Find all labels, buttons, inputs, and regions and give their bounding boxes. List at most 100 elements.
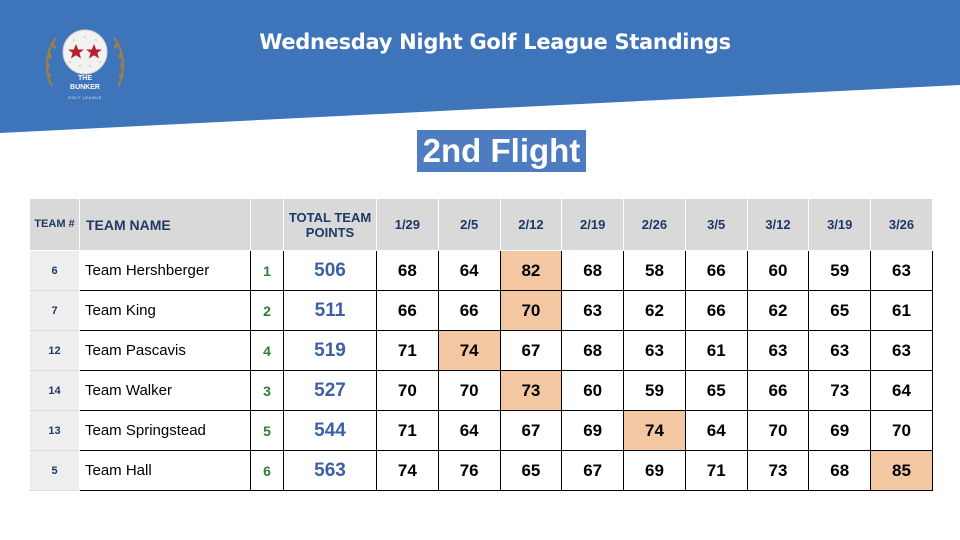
week-score-cell: 69 <box>623 450 686 491</box>
week-score-cell: 74 <box>623 410 686 451</box>
header-banner <box>0 0 960 135</box>
week-score-cell: 71 <box>684 450 748 491</box>
team-number-cell: 6 <box>29 250 80 291</box>
team-name-cell: Team Springstead <box>79 410 251 451</box>
header-week: 2/12 <box>499 198 563 251</box>
golf-ball-icon <box>46 29 124 87</box>
week-score-cell: 63 <box>870 330 933 371</box>
team-name-cell: Team Hall <box>79 450 251 491</box>
week-score-cell: 68 <box>561 250 625 291</box>
page-title: Wednesday Night Golf League Standings <box>259 30 731 54</box>
week-score-cell: 61 <box>870 290 933 331</box>
table-row: 5 Team Hall 6 563 74 76 65 67 69 71 73 68 85 <box>29 450 933 491</box>
week-score-cell: 63 <box>808 330 872 371</box>
team-name-cell: Team Hershberger <box>79 250 251 291</box>
total-points-cell: 511 <box>283 290 377 331</box>
header-rank <box>250 198 284 251</box>
table-row: 7 Team King 2 511 66 66 70 63 62 66 62 65 61 <box>29 290 933 331</box>
table-row: 14 Team Walker 3 527 70 70 73 60 59 65 66 73 64 <box>29 370 933 411</box>
week-score-cell: 71 <box>376 410 439 451</box>
week-score-cell: 65 <box>808 290 872 331</box>
week-score-cell: 63 <box>746 330 810 371</box>
week-score-cell: 66 <box>746 370 810 411</box>
team-number-cell: 7 <box>29 290 80 331</box>
week-score-cell: 60 <box>561 370 625 411</box>
rank-cell: 6 <box>250 450 284 491</box>
week-score-cell: 63 <box>561 290 625 331</box>
week-score-cell: 63 <box>870 250 933 291</box>
week-score-cell: 66 <box>376 290 439 331</box>
week-score-cell: 64 <box>437 410 501 451</box>
logo-text-the: THE <box>78 75 92 82</box>
header-team-number-label: TEAM # <box>34 218 75 230</box>
week-score-cell: 68 <box>561 330 625 371</box>
header-team-number: TEAM # <box>29 198 80 251</box>
week-score-cell: 67 <box>499 410 563 451</box>
table-header-row: TEAM # TEAM NAME TOTAL TEAM POINTS 1/29 … <box>29 198 933 251</box>
rank-cell: 1 <box>250 250 284 291</box>
week-score-cell: 73 <box>808 370 872 411</box>
standings-table: TEAM # TEAM NAME TOTAL TEAM POINTS 1/29 … <box>29 198 933 491</box>
week-score-cell: 82 <box>499 250 563 291</box>
header-week: 3/19 <box>808 198 872 251</box>
week-score-cell: 63 <box>623 330 686 371</box>
header-total-points: TOTAL TEAM POINTS <box>283 198 377 251</box>
team-name-cell: Team King <box>79 290 251 331</box>
logo-text-bunker: BUNKER <box>70 84 100 91</box>
week-score-cell: 69 <box>808 410 872 451</box>
week-score-cell: 65 <box>499 450 563 491</box>
week-score-cell: 62 <box>746 290 810 331</box>
week-score-cell: 60 <box>746 250 810 291</box>
header-team-name: TEAM NAME <box>79 198 251 251</box>
week-score-cell: 71 <box>376 330 439 371</box>
banner-shape <box>0 0 960 133</box>
week-score-cell: 66 <box>437 290 501 331</box>
week-score-cell: 64 <box>684 410 748 451</box>
header-week: 3/5 <box>684 198 748 251</box>
table-row: 13 Team Springstead 5 544 71 64 67 69 74 64 70 69 70 <box>29 410 933 451</box>
rank-cell: 4 <box>250 330 284 371</box>
team-name-cell: Team Pascavis <box>79 330 251 371</box>
week-score-cell: 61 <box>684 330 748 371</box>
rank-cell: 3 <box>250 370 284 411</box>
week-score-cell: 70 <box>499 290 563 331</box>
week-score-cell: 59 <box>808 250 872 291</box>
header-week: 2/19 <box>561 198 625 251</box>
week-score-cell: 58 <box>623 250 686 291</box>
league-logo: THE BUNKER GOLF LEAGUE <box>40 28 130 130</box>
header-week: 3/26 <box>870 198 933 251</box>
header-week: 3/12 <box>746 198 810 251</box>
team-number-cell: 14 <box>29 370 80 411</box>
week-score-cell: 70 <box>870 410 933 451</box>
rank-cell: 5 <box>250 410 284 451</box>
week-score-cell: 66 <box>684 250 748 291</box>
team-name-cell: Team Walker <box>79 370 251 411</box>
logo-text-tagline: GOLF LEAGUE <box>68 95 102 100</box>
rank-cell: 2 <box>250 290 284 331</box>
week-score-cell: 64 <box>870 370 933 411</box>
header-week: 2/5 <box>437 198 501 251</box>
week-score-cell: 62 <box>623 290 686 331</box>
week-score-cell: 67 <box>499 330 563 371</box>
week-score-cell: 70 <box>437 370 501 411</box>
week-score-cell: 73 <box>746 450 810 491</box>
week-score-cell: 67 <box>561 450 625 491</box>
table-row: 12 Team Pascavis 4 519 71 74 67 68 63 61 63 63 63 <box>29 330 933 371</box>
standings-body: 6 Team Hershberger 1 506 68 64 82 68 58 66 60 59 63 7… <box>29 250 933 491</box>
week-score-cell: 65 <box>684 370 748 411</box>
week-score-cell: 68 <box>376 250 439 291</box>
header-week: 1/29 <box>376 198 439 251</box>
week-score-cell: 59 <box>623 370 686 411</box>
week-score-cell: 70 <box>376 370 439 411</box>
week-score-cell: 85 <box>870 450 933 491</box>
total-points-cell: 527 <box>283 370 377 411</box>
week-score-cell: 70 <box>746 410 810 451</box>
total-points-cell: 506 <box>283 250 377 291</box>
week-score-cell: 64 <box>437 250 501 291</box>
week-score-cell: 74 <box>437 330 501 371</box>
total-points-cell: 519 <box>283 330 377 371</box>
team-number-cell: 13 <box>29 410 80 451</box>
week-score-cell: 73 <box>499 370 563 411</box>
week-score-cell: 76 <box>437 450 501 491</box>
team-number-cell: 5 <box>29 450 80 491</box>
